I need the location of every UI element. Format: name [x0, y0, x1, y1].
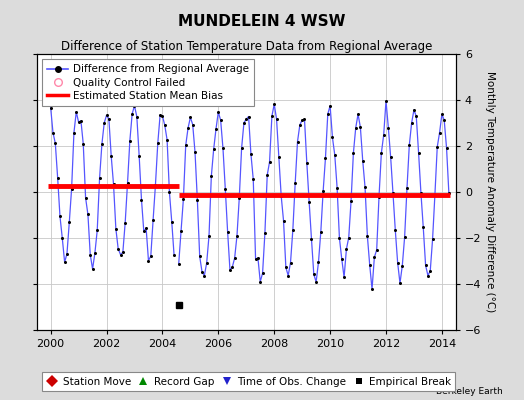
Y-axis label: Monthly Temperature Anomaly Difference (°C): Monthly Temperature Anomaly Difference (…: [485, 71, 495, 313]
Title: Difference of Station Temperature Data from Regional Average: Difference of Station Temperature Data f…: [61, 40, 432, 53]
Text: Berkeley Earth: Berkeley Earth: [436, 387, 503, 396]
Legend: Station Move, Record Gap, Time of Obs. Change, Empirical Break: Station Move, Record Gap, Time of Obs. C…: [42, 372, 455, 391]
Legend: Difference from Regional Average, Quality Control Failed, Estimated Station Mean: Difference from Regional Average, Qualit…: [42, 59, 254, 106]
Text: MUNDELEIN 4 WSW: MUNDELEIN 4 WSW: [178, 14, 346, 29]
